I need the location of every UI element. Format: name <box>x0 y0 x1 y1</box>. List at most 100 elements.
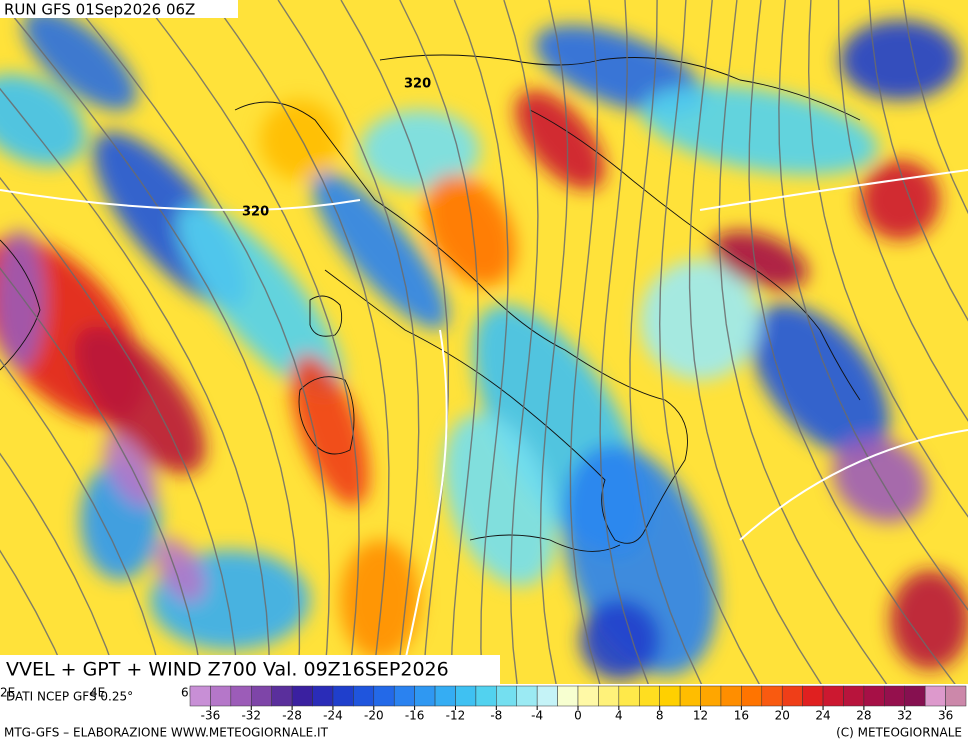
streamline <box>688 0 822 684</box>
colorbar-tick-label: 16 <box>734 709 749 723</box>
colorbar-swatch <box>557 685 579 707</box>
colorbar-swatch <box>822 685 844 707</box>
streamline <box>0 358 165 684</box>
streamline <box>868 0 968 322</box>
colorbar: -36 -32 -28 -24 -20 -16 -12 -8 -4 0 4 8 12 16 20 24 28 32… <box>189 685 967 723</box>
colorbar-swatch <box>781 685 803 707</box>
colorbar-tick-label: -4 <box>531 709 543 723</box>
streamline <box>0 0 301 684</box>
field-blob <box>260 100 340 180</box>
streamline <box>0 549 71 684</box>
colorbar-swatch <box>843 685 865 707</box>
field-blob <box>311 171 449 329</box>
map-field: 320 320 <box>0 0 968 684</box>
field-blob <box>890 570 968 670</box>
colorbar-swatch <box>189 685 211 707</box>
colorbar-swatch <box>332 685 354 707</box>
colorbar-swatch <box>434 685 456 707</box>
colorbar-tick-label: -32 <box>241 709 261 723</box>
colorbar-swatch <box>945 685 967 707</box>
colorbar-swatch <box>924 685 946 707</box>
field-blob <box>0 230 45 370</box>
colorbar-swatch <box>373 685 395 707</box>
streamline <box>807 0 968 518</box>
field-blob <box>177 204 343 396</box>
field-blob <box>290 354 370 506</box>
colorbar-tick-label: 20 <box>775 709 790 723</box>
streamline <box>399 0 480 684</box>
colorbar-swatch <box>291 685 313 707</box>
field-blob <box>840 20 960 100</box>
map-title: VVEL + GPT + WIND Z700 Val. 09Z16SEP2026 <box>6 659 449 681</box>
colorbar-tick-label: -8 <box>490 709 502 723</box>
colorbar-tick-label: 8 <box>656 709 664 723</box>
colorbar-tick-label: 12 <box>693 709 708 723</box>
contour-label: 320 <box>404 77 431 92</box>
field-blob <box>103 433 157 507</box>
streamline <box>837 0 968 422</box>
streamline <box>658 0 761 684</box>
colorbar-swatch <box>414 685 436 707</box>
colorbar-swatch <box>312 685 334 707</box>
streamline <box>569 0 601 684</box>
streamline <box>718 0 888 684</box>
streamline <box>629 0 703 684</box>
colorbar-tick-label: -24 <box>323 709 343 723</box>
colorbar-swatch <box>720 685 742 707</box>
colorbar-tick-label: 0 <box>574 709 582 723</box>
field-blob <box>832 437 928 523</box>
colorbar-swatch <box>393 685 415 707</box>
streamline <box>340 0 450 684</box>
colorbar-tick-label: 28 <box>856 709 871 723</box>
run-label: RUN GFS 01Sep2026 06Z <box>4 1 195 19</box>
colorbar-swatch <box>802 685 824 707</box>
longitude-label: 2E <box>0 686 15 700</box>
streamline <box>211 0 390 684</box>
colorbar-tick-label: -36 <box>201 709 221 723</box>
colorbar-swatch <box>536 685 558 707</box>
streamline <box>539 0 569 684</box>
streamline <box>71 0 331 684</box>
field-blob <box>515 90 605 190</box>
colorbar-tick-label: -20 <box>364 709 384 723</box>
colorbar-swatch <box>639 685 660 707</box>
colorbar-swatch <box>516 685 538 707</box>
colorbar-swatch <box>904 685 926 707</box>
streamline <box>503 0 539 684</box>
colorbar-swatch <box>353 685 375 707</box>
streamline <box>0 452 120 684</box>
streamline <box>902 0 968 215</box>
field-blob <box>860 160 940 240</box>
streamline <box>142 0 360 684</box>
field-blob <box>23 9 137 111</box>
colorbar-tick-label: 24 <box>815 709 830 723</box>
colorbar-swatch <box>271 685 293 707</box>
colorbar-swatch <box>598 685 620 707</box>
colorbar-swatch <box>618 685 640 707</box>
colorbar-tick-label: -16 <box>405 709 425 723</box>
colorbar-swatch <box>455 685 477 707</box>
streamline <box>0 267 204 684</box>
colorbar-swatch <box>741 685 763 707</box>
colorbar-swatch <box>577 685 599 707</box>
data-source: DATI NCEP GFS 0.25° <box>6 690 133 704</box>
colorbar-swatch <box>679 685 701 707</box>
colorbar-swatch <box>884 685 905 707</box>
streamline <box>277 0 420 684</box>
colorbar-tick-label: -28 <box>282 709 302 723</box>
streamline <box>0 87 271 684</box>
streamline <box>778 0 968 611</box>
colorbar-swatch <box>210 685 232 707</box>
longitude-label: 4E <box>90 686 105 700</box>
contour-label: 320 <box>242 205 269 220</box>
streamline <box>599 0 649 684</box>
footer-right: (C) METEOGIORNALE <box>836 726 962 740</box>
colorbar-swatch <box>761 685 783 707</box>
colorbar-swatch <box>230 685 252 707</box>
footer-left: MTG-GFS – ELABORAZIONE WWW.METEOGIORNALE… <box>4 726 329 740</box>
colorbar-tick-label: 32 <box>897 709 912 723</box>
streamline <box>0 176 239 684</box>
field-blob <box>360 110 480 190</box>
streamline <box>453 0 509 684</box>
field-blob <box>443 413 557 587</box>
